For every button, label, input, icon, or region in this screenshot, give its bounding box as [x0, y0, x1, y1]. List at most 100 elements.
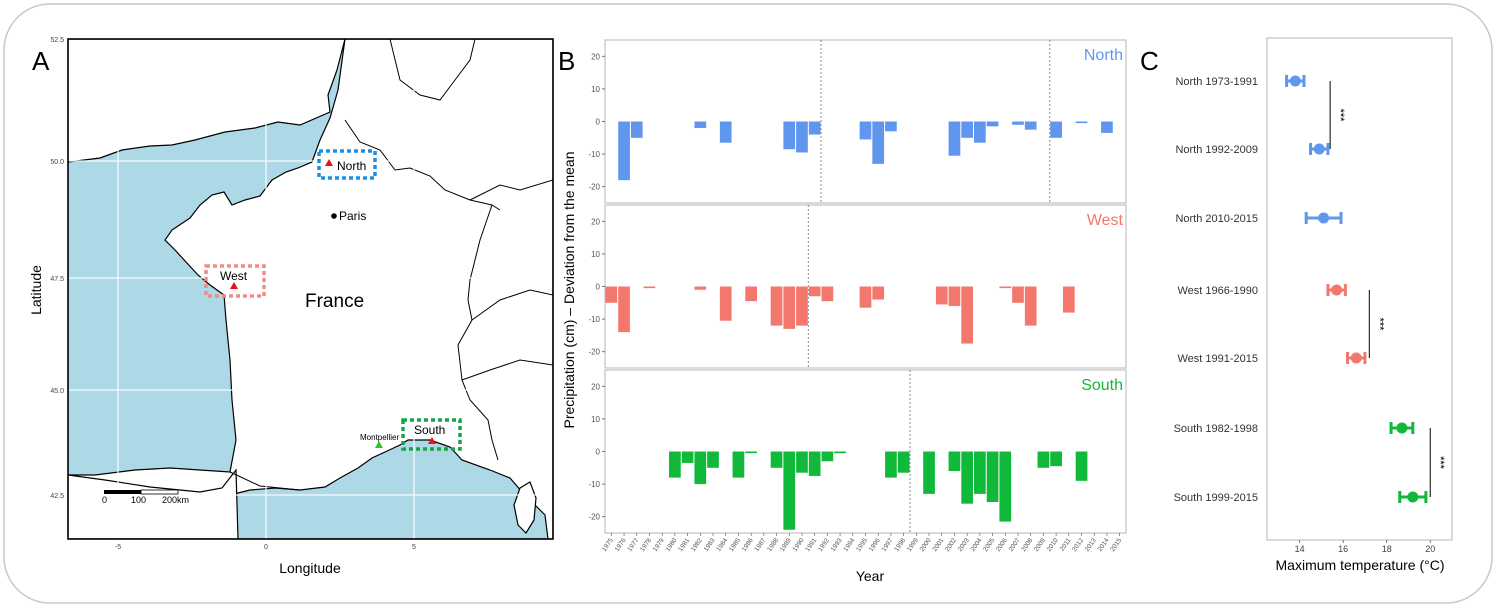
temp-row-4: West 1991-2015: [1177, 352, 1367, 365]
temp-xlabel: Maximum temperature (°C): [1276, 557, 1445, 573]
precip-bar-south-1992: [821, 451, 834, 462]
precip-bar-west-1976: [618, 286, 630, 333]
scale-label-0: 0: [102, 495, 107, 505]
precip-bar-north-1989: [783, 121, 796, 150]
precip-bar-north-2004: [974, 121, 986, 143]
temp-row-2: North 2010-2015: [1175, 212, 1343, 225]
temp-x-ticks: 14 16 18 20: [1295, 540, 1435, 554]
precip-bar-south-1986: [745, 451, 757, 454]
temp-x-tick-label: 14: [1295, 544, 1305, 554]
temp-row-label: North 1992-2009: [1175, 144, 1258, 156]
temp-row-label: South 1999-2015: [1174, 492, 1258, 504]
border-east: [457, 204, 499, 461]
precip-bar-west-1986: [745, 286, 757, 302]
y-tick-label: 20: [591, 52, 600, 61]
precip-bar-west-1984: [719, 286, 732, 321]
continent-landmass: [68, 39, 553, 539]
temp-rows: North 1973-1991 North 1992-2009 North 2010…: [1174, 75, 1428, 504]
paris-label: Paris: [339, 209, 366, 223]
map-border: [67, 38, 554, 540]
border-belgium: [344, 119, 501, 211]
precip-bar-north-1982: [694, 121, 707, 129]
west-region-label: West: [220, 269, 248, 283]
scale-bar-black: [104, 490, 141, 494]
facet-label-north: North: [1084, 47, 1123, 64]
precip-bar-north-2014: [1101, 121, 1113, 133]
precip-bar-west-1988: [770, 286, 783, 326]
panel-c-letter: C: [1140, 46, 1159, 76]
precip-bar-north-1995: [859, 121, 872, 140]
mean-point: [1396, 422, 1408, 434]
border-north: [389, 39, 476, 101]
precip-bar-south-2010: [1050, 451, 1062, 467]
precip-bar-west-2002: [948, 286, 961, 307]
panel-a-map: North West South Montpellier Paris Franc…: [28, 37, 554, 576]
temp-row-6: South 1999-2015: [1174, 491, 1428, 504]
temp-x-tick-label: 18: [1382, 544, 1392, 554]
sig-stars: ***: [1434, 456, 1446, 470]
precip-facet-west: 20 10 0 -10 -20 West: [588, 204, 1127, 369]
precip-bar-south-2003: [961, 451, 974, 504]
precip-bar-south-1993: [834, 451, 846, 454]
y-tick-label: 10: [591, 250, 600, 259]
mean-point: [1318, 212, 1330, 224]
y-tick-label: 10: [591, 85, 600, 94]
precip-bar-south-2012: [1075, 451, 1088, 481]
lon-tick-5: 5: [412, 544, 416, 551]
y-tick-label: 0: [596, 283, 601, 292]
temp-x-tick-label: 20: [1425, 544, 1435, 554]
map-ylabel: Latitude: [28, 265, 44, 315]
precip-bar-north-1990: [796, 121, 808, 153]
precip-bar-south-2006: [999, 451, 1012, 522]
precip-xlabel: Year: [856, 568, 885, 584]
precip-bar-north-2012: [1075, 121, 1088, 124]
border-italy: [461, 359, 553, 381]
precip-facet-south: 20 10 0 -10 -20 South: [588, 369, 1127, 534]
temp-row-1: North 1992-2009: [1175, 143, 1330, 156]
precip-bar-north-2003: [961, 121, 974, 138]
precip-bar-south-1988: [770, 451, 783, 468]
panel-a-letter: A: [32, 46, 50, 76]
map-xlabel: Longitude: [279, 560, 341, 576]
precip-bar-south-1982: [694, 451, 707, 485]
precip-bar-south-2005: [986, 451, 999, 503]
precip-bar-west-2006: [999, 286, 1012, 289]
lon-tick-m5: -5: [115, 544, 121, 551]
sig-stars: ***: [1373, 318, 1385, 332]
precip-bar-west-1992: [821, 286, 834, 302]
y-tick-label: -10: [588, 315, 600, 324]
precip-bar-west-1982: [694, 286, 707, 290]
border-spain: [229, 471, 301, 491]
north-region-label: North: [337, 159, 366, 173]
temp-row-label: North 1973-1991: [1175, 76, 1258, 88]
montpellier-label: Montpellier: [360, 433, 399, 442]
mean-point: [1313, 143, 1325, 155]
paris-dot: [331, 213, 337, 219]
precip-bar-north-1996: [872, 121, 885, 164]
precip-bar-north-1997: [885, 121, 897, 132]
precip-bar-south-2002: [948, 451, 961, 472]
west-region-box: [204, 264, 266, 298]
precip-bar-south-2009: [1037, 451, 1050, 468]
temp-row-label: South 1982-1998: [1174, 423, 1258, 435]
precip-bar-south-1985: [732, 451, 745, 478]
y-tick-label: -10: [588, 480, 600, 489]
precip-bar-north-2007: [1012, 121, 1024, 125]
precip-bar-south-2004: [974, 451, 986, 494]
precip-ylabel: Precipitation (cm) – Deviation from the …: [561, 152, 577, 429]
mean-point: [1331, 284, 1343, 296]
scale-label-200: 200km: [162, 495, 189, 505]
y-tick-label: -20: [588, 513, 600, 522]
precip-bar-south-1981: [681, 451, 694, 463]
facet-label-south: South: [1081, 377, 1123, 394]
panel-c-temperature: C North 1973-1991 North 1992-2009 North 20…: [1140, 37, 1453, 573]
lat-tick-45-0: 45.0: [50, 388, 64, 395]
y-tick-label: 10: [591, 415, 600, 424]
border-swiss: [471, 289, 553, 321]
north-site-marker: [325, 159, 333, 166]
y-tick-label: -20: [588, 183, 600, 192]
precip-bar-west-1978: [643, 286, 656, 289]
mean-point: [1350, 352, 1362, 364]
y-tick-label: 20: [591, 382, 600, 391]
